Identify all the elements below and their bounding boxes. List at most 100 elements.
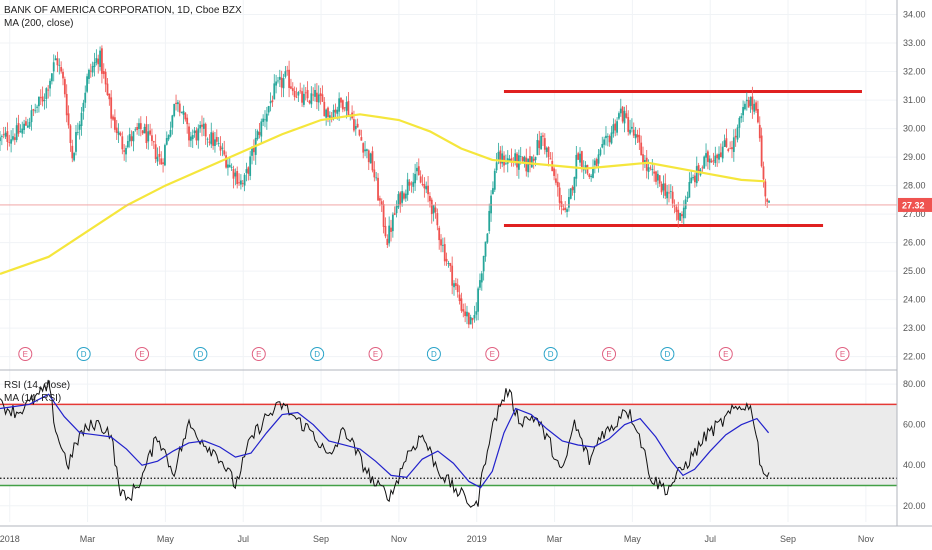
candle-body xyxy=(108,93,111,100)
candle-body xyxy=(327,107,329,117)
earnings-marker[interactable]: E xyxy=(602,347,617,361)
candle-body xyxy=(599,149,602,155)
candle-body xyxy=(245,169,248,173)
candle-body xyxy=(712,160,715,162)
dividend-marker[interactable]: D xyxy=(193,347,208,361)
candle-body xyxy=(727,149,730,151)
earnings-marker[interactable]: E xyxy=(485,347,500,361)
event-label: D xyxy=(198,350,204,359)
dividend-marker[interactable]: D xyxy=(426,347,441,361)
candle-body xyxy=(353,119,355,131)
candle-body xyxy=(210,132,213,145)
earnings-marker[interactable]: E xyxy=(368,347,383,361)
candle-body xyxy=(367,150,370,163)
event-label: D xyxy=(665,350,671,359)
rsi-band-fill xyxy=(0,404,897,486)
candle-body xyxy=(136,127,139,130)
candle-body xyxy=(384,225,387,237)
candle-body xyxy=(755,102,757,111)
earnings-marker[interactable]: E xyxy=(135,347,150,361)
candle-body xyxy=(301,91,303,103)
candle-body xyxy=(740,116,743,119)
candle-body xyxy=(178,103,181,113)
candle-body xyxy=(436,213,439,226)
candle-body xyxy=(371,151,374,171)
candle-body xyxy=(314,90,316,97)
earnings-marker[interactable]: E xyxy=(835,347,850,361)
candle-body xyxy=(167,135,170,140)
candle-body xyxy=(751,96,754,110)
dividend-marker[interactable]: D xyxy=(660,347,675,361)
candle-body xyxy=(13,137,16,140)
candle-body xyxy=(271,100,274,103)
candle-body xyxy=(749,97,752,106)
candle-body xyxy=(39,97,42,99)
candle-body xyxy=(34,110,37,112)
moving-average-200 xyxy=(0,113,765,275)
candle-body xyxy=(97,58,100,65)
candle-body xyxy=(321,94,324,102)
candle-body xyxy=(406,179,409,195)
earnings-marker[interactable]: E xyxy=(251,347,266,361)
rsi-legend-label[interactable]: RSI (14, close) xyxy=(4,380,71,391)
earnings-marker[interactable]: E xyxy=(18,347,33,361)
candle-body xyxy=(113,117,116,130)
symbol-title[interactable]: BANK OF AMERICA CORPORATION, 1D, Cboe BZ… xyxy=(4,5,242,16)
candle-body xyxy=(562,208,565,211)
candle-body xyxy=(217,143,220,145)
candle-body xyxy=(121,136,124,150)
candle-body xyxy=(201,124,203,127)
candle-body xyxy=(580,151,583,168)
candle-body xyxy=(477,288,480,312)
event-label: E xyxy=(606,350,611,359)
candle-body xyxy=(62,71,64,79)
candle-body xyxy=(115,127,118,134)
candle-body xyxy=(180,112,183,114)
dividend-marker[interactable]: D xyxy=(543,347,558,361)
candle-body xyxy=(694,175,696,183)
candle-body xyxy=(634,133,637,139)
candle-body xyxy=(260,121,263,137)
candle-body xyxy=(460,298,463,311)
candle-body xyxy=(130,136,133,141)
x-tick-label: May xyxy=(624,534,642,544)
candle-body xyxy=(606,136,609,138)
rsi-tick-label: 60.00 xyxy=(903,420,926,430)
support-resistance-levels[interactable] xyxy=(503,90,862,227)
candle-body xyxy=(547,147,550,158)
candle-body xyxy=(603,139,606,145)
candle-body xyxy=(682,207,685,219)
candle-body xyxy=(240,180,242,185)
candle-body xyxy=(486,233,489,243)
rsi-ma-legend-label[interactable]: MA (14, RSI) xyxy=(4,393,62,404)
candle-body xyxy=(184,112,187,120)
dividend-marker[interactable]: D xyxy=(310,347,325,361)
event-label: D xyxy=(81,350,87,359)
candle-body xyxy=(58,64,61,66)
earnings-marker[interactable]: E xyxy=(718,347,733,361)
candle-body xyxy=(343,107,346,109)
candle-body xyxy=(549,158,552,160)
candle-body xyxy=(119,133,122,136)
candle-body xyxy=(501,153,504,164)
candle-body xyxy=(629,129,631,134)
candle-body xyxy=(510,158,513,161)
candle-body xyxy=(69,125,72,144)
candle-body xyxy=(45,88,48,99)
candle-body xyxy=(690,177,693,183)
candle-body xyxy=(347,100,350,116)
candle-body xyxy=(373,169,376,178)
dividend-marker[interactable]: D xyxy=(76,347,91,361)
candle-body xyxy=(277,80,279,82)
candle-body xyxy=(516,153,518,168)
candle-body xyxy=(191,135,194,140)
candle-body xyxy=(60,66,63,72)
candle-body xyxy=(514,153,517,162)
rsi-tick-label: 20.00 xyxy=(903,501,926,511)
candle-body xyxy=(278,76,281,80)
ma-legend[interactable]: MA (200, close) xyxy=(4,18,74,29)
candle-body xyxy=(227,164,229,168)
candle-body xyxy=(264,119,266,121)
